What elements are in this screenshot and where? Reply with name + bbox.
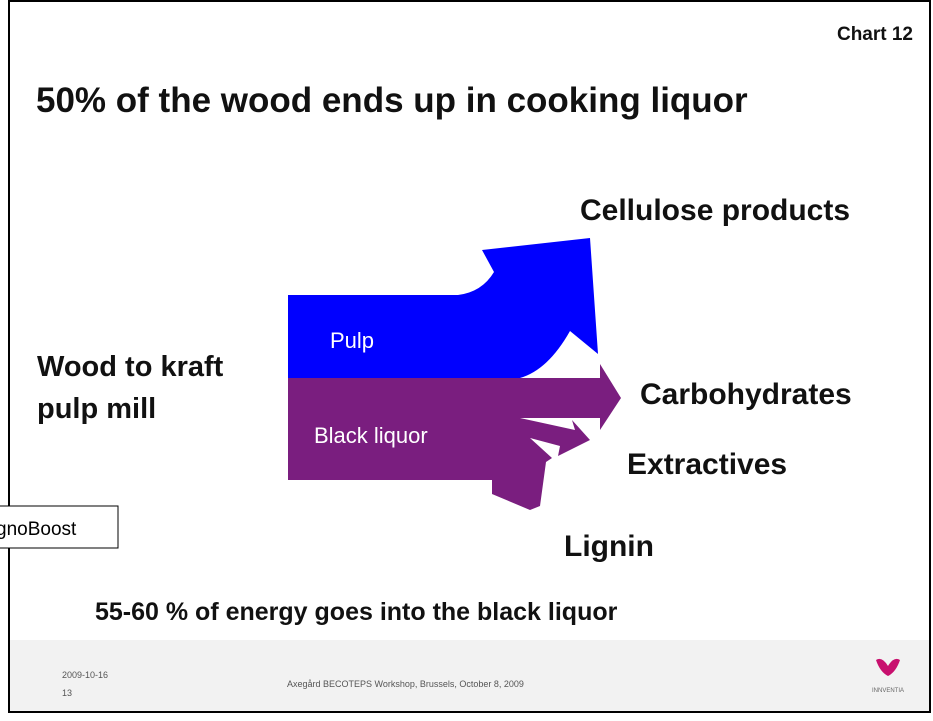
black-liquor-flow (288, 364, 621, 510)
output-label: Carbohydrates (640, 378, 852, 411)
callout-text: gnoBoost (0, 519, 77, 540)
slide-title: 50% of the wood ends up in cooking liquo… (36, 81, 748, 120)
black-liquor-label: Black liquor (314, 423, 428, 448)
source-label: Wood to kraft (37, 351, 224, 383)
output-label: Lignin (564, 530, 654, 563)
pulp-label: Pulp (330, 328, 374, 353)
footer-band (10, 640, 929, 711)
source-label: pulp mill (37, 393, 156, 425)
output-label: Extractives (627, 448, 787, 481)
chart-label: Chart 12 (837, 24, 913, 45)
output-label: Cellulose products (580, 194, 850, 227)
energy-note: 55-60 % of energy goes into the black li… (95, 598, 618, 626)
callout-box (0, 505, 119, 549)
footer-page: 13 (62, 688, 72, 698)
footer-logo: INNVENTIA (872, 688, 904, 694)
footer-event: Axegård BECOTEPS Workshop, Brussels, Oct… (287, 679, 524, 689)
pulp-flow (288, 238, 598, 378)
footer-date: 2009-10-16 (62, 670, 108, 680)
logo-mark (876, 658, 900, 676)
